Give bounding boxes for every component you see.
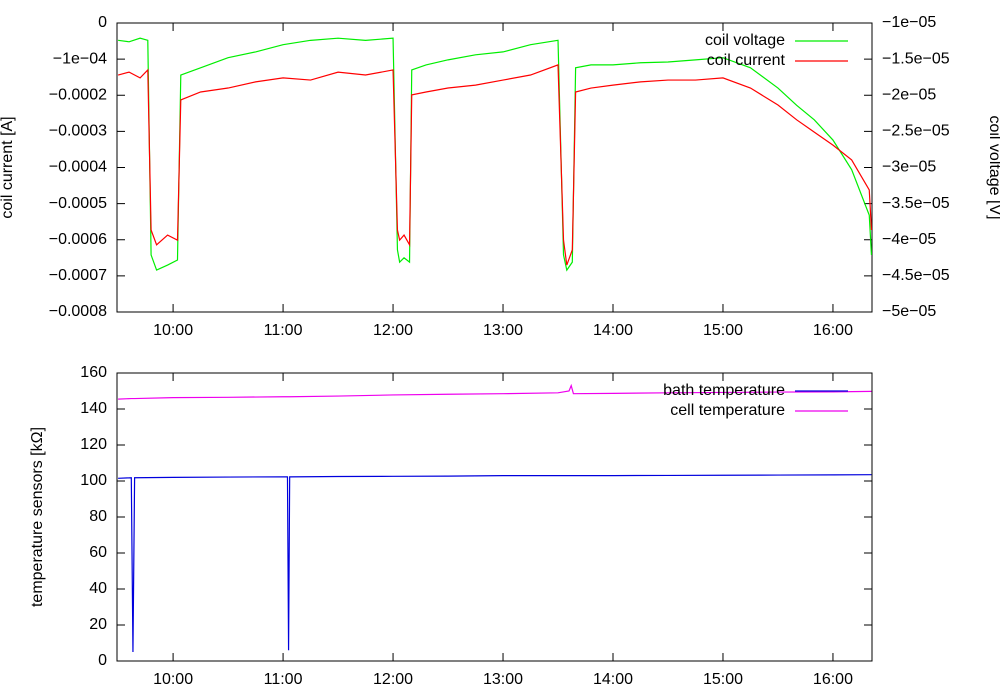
y2-tick-label: −3.5e−05 bbox=[882, 195, 950, 212]
y-tick-label: 20 bbox=[89, 616, 107, 633]
legend-label: cell temperature bbox=[670, 402, 785, 419]
y2-tick-label: −2.5e−05 bbox=[882, 123, 950, 140]
y-axis-label: temperature sensors [kΩ] bbox=[29, 427, 46, 607]
x-tick-label: 14:00 bbox=[593, 671, 633, 688]
y-tick-label: 60 bbox=[89, 544, 107, 561]
y-tick-label: −0.0005 bbox=[49, 195, 107, 212]
y-tick-label: −0.0006 bbox=[49, 231, 107, 248]
series-line bbox=[117, 64, 872, 266]
x-tick-label: 15:00 bbox=[703, 322, 743, 339]
y2-tick-label: −2e−05 bbox=[882, 86, 936, 103]
y-tick-label: 140 bbox=[80, 400, 107, 417]
y-tick-label: 160 bbox=[80, 364, 107, 381]
legend-label: bath temperature bbox=[663, 382, 785, 399]
series-line bbox=[118, 474, 872, 653]
legend-label: coil voltage bbox=[705, 32, 785, 49]
x-tick-label: 11:00 bbox=[264, 671, 303, 688]
y2-tick-label: −4.5e−05 bbox=[882, 267, 950, 284]
x-tick-label: 16:00 bbox=[813, 671, 853, 688]
y-axis-label: coil current [A] bbox=[0, 116, 16, 218]
series-line bbox=[118, 37, 872, 272]
x-tick-label: 13:00 bbox=[483, 671, 523, 688]
y-tick-label: −0.0003 bbox=[49, 123, 107, 140]
y-tick-label: 120 bbox=[80, 436, 107, 453]
x-tick-label: 14:00 bbox=[593, 322, 633, 339]
y-tick-label: −0.0007 bbox=[49, 267, 107, 284]
x-tick-label: 10:00 bbox=[153, 671, 193, 688]
y-tick-label: 80 bbox=[89, 508, 107, 525]
y2-tick-label: −3e−05 bbox=[882, 159, 936, 176]
y-tick-label: 40 bbox=[89, 580, 107, 597]
x-tick-label: 13:00 bbox=[483, 322, 523, 339]
y-tick-label: 100 bbox=[80, 472, 107, 489]
y-tick-label: 0 bbox=[98, 652, 107, 669]
y-tick-label: 0 bbox=[98, 14, 107, 31]
series-line bbox=[118, 383, 872, 400]
legend-label: coil current bbox=[707, 52, 786, 69]
y2-tick-label: −5e−05 bbox=[882, 303, 936, 320]
y-tick-label: −0.0008 bbox=[49, 303, 107, 320]
y-tick-label: −1e−04 bbox=[53, 50, 107, 67]
x-tick-label: 16:00 bbox=[813, 322, 853, 339]
y-tick-label: −0.0002 bbox=[49, 86, 107, 103]
y2-tick-label: −4e−05 bbox=[882, 231, 936, 248]
x-tick-label: 12:00 bbox=[373, 671, 413, 688]
y2-tick-label: −1.5e−05 bbox=[882, 50, 950, 67]
y-tick-label: −0.0004 bbox=[49, 159, 107, 176]
y2-axis-label: coil voltage [V] bbox=[986, 115, 1000, 219]
x-tick-label: 12:00 bbox=[373, 322, 413, 339]
x-tick-label: 15:00 bbox=[703, 671, 743, 688]
x-tick-label: 10:00 bbox=[153, 322, 193, 339]
x-tick-label: 11:00 bbox=[264, 322, 303, 339]
y2-tick-label: −1e−05 bbox=[882, 14, 936, 31]
